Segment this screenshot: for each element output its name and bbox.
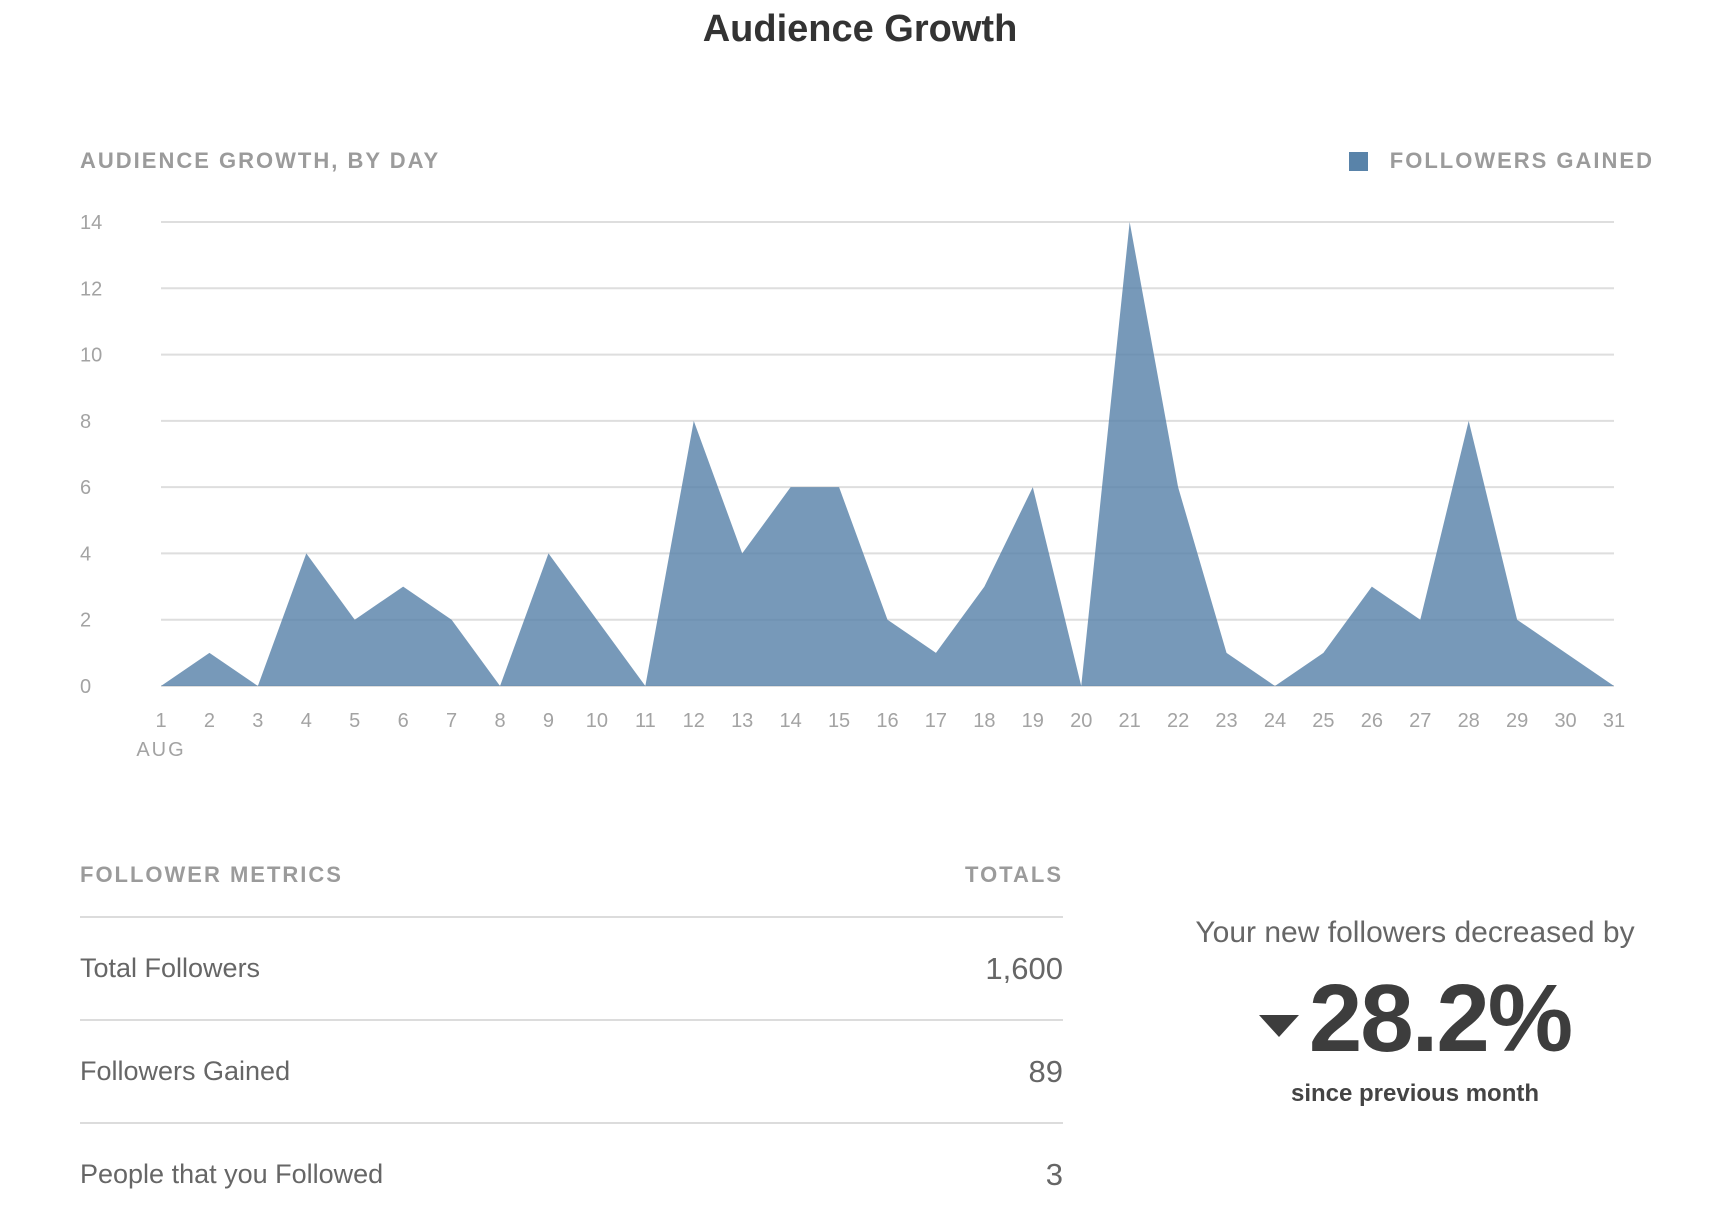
page-title: Audience Growth	[702, 8, 1018, 50]
metric-row-followers-gained: Followers Gained 89	[80, 1021, 1063, 1124]
x-tick-label: 4	[301, 710, 312, 732]
chart-legend: FOLLOWERS GAINED	[1348, 148, 1654, 174]
legend-swatch	[1348, 151, 1368, 171]
y-tick-label: 4	[80, 543, 91, 565]
x-tick-label: 25	[1312, 710, 1334, 732]
x-tick-label: 6	[398, 710, 409, 732]
chart-title: AUDIENCE GROWTH, BY DAY	[80, 148, 441, 173]
x-tick-label: 1	[155, 710, 166, 732]
y-tick-label: 14	[80, 212, 102, 234]
follower-metrics-table: FOLLOWER METRICS TOTALS Total Followers …	[80, 862, 1063, 1225]
x-tick-label: 30	[1554, 710, 1576, 732]
metric-row-people-followed: People that you Followed 3	[80, 1124, 1063, 1225]
x-tick-label: 15	[828, 710, 850, 732]
x-tick-label: 7	[446, 710, 457, 732]
series-area-followers-gained	[161, 222, 1614, 686]
legend-label: FOLLOWERS GAINED	[1389, 148, 1654, 173]
metrics-header-totals: TOTALS	[965, 862, 1063, 887]
metrics-header-label: FOLLOWER METRICS	[80, 862, 343, 887]
x-tick-label: 10	[586, 710, 608, 732]
y-tick-label: 8	[80, 411, 91, 433]
x-tick-label: 11	[635, 710, 656, 732]
x-tick-label: 24	[1264, 710, 1286, 732]
x-tick-label: 3	[252, 710, 263, 732]
x-tick-label: 19	[1022, 710, 1044, 732]
y-tick-label: 10	[80, 345, 102, 367]
y-tick-label: 0	[80, 676, 91, 698]
metric-value: 3	[1045, 1156, 1063, 1192]
y-tick-label: 2	[80, 610, 91, 632]
down-arrow-icon	[1258, 1015, 1299, 1037]
x-tick-label: 29	[1506, 710, 1528, 732]
metric-label: People that you Followed	[80, 1159, 384, 1189]
x-tick-label: 21	[1119, 710, 1141, 732]
metric-label: Followers Gained	[80, 1056, 291, 1086]
x-tick-label: 23	[1215, 710, 1237, 732]
y-tick-label: 12	[80, 278, 102, 300]
x-axis: 1 2 3 4 5 6 7 8 9 10 11 12 13 14 15 16 17 18 19 20 21 22 23 24 2…	[136, 710, 1625, 761]
x-tick-label: 20	[1070, 710, 1092, 732]
x-axis-month-label: AUG	[136, 739, 185, 761]
x-tick-label: 28	[1458, 710, 1480, 732]
x-tick-label: 16	[876, 710, 898, 732]
metric-value: 1,600	[985, 950, 1063, 986]
change-text: Your new followers decreased by	[1195, 916, 1635, 949]
x-tick-label: 31	[1603, 710, 1625, 732]
change-value-wrap: 28.2%	[1170, 964, 1660, 1074]
metrics-header: FOLLOWER METRICS TOTALS	[80, 862, 1063, 918]
x-tick-label: 12	[683, 710, 705, 732]
metric-row-total-followers: Total Followers 1,600	[80, 918, 1063, 1021]
x-tick-label: 2	[204, 710, 215, 732]
x-tick-label: 14	[780, 710, 802, 732]
x-tick-label: 18	[973, 710, 995, 732]
x-tick-label: 22	[1167, 710, 1189, 732]
area-series	[161, 222, 1614, 686]
change-caption: since previous month	[1290, 1080, 1540, 1107]
follower-change-summary: Your new followers decreased by 28.2% si…	[1170, 912, 1660, 1108]
x-tick-label: 5	[349, 710, 360, 732]
x-tick-label: 26	[1361, 710, 1383, 732]
y-tick-label: 6	[80, 477, 91, 499]
x-tick-label: 17	[925, 710, 947, 732]
x-tick-label: 9	[543, 710, 554, 732]
x-tick-label: 27	[1409, 710, 1431, 732]
x-tick-label: 8	[494, 710, 505, 732]
metric-label: Total Followers	[80, 953, 261, 983]
metric-value: 89	[1028, 1053, 1063, 1089]
change-value: 28.2%	[1308, 965, 1573, 1072]
x-tick-label: 13	[731, 710, 753, 732]
y-axis: 0 2 4 6 8 10 12 14	[80, 212, 102, 698]
